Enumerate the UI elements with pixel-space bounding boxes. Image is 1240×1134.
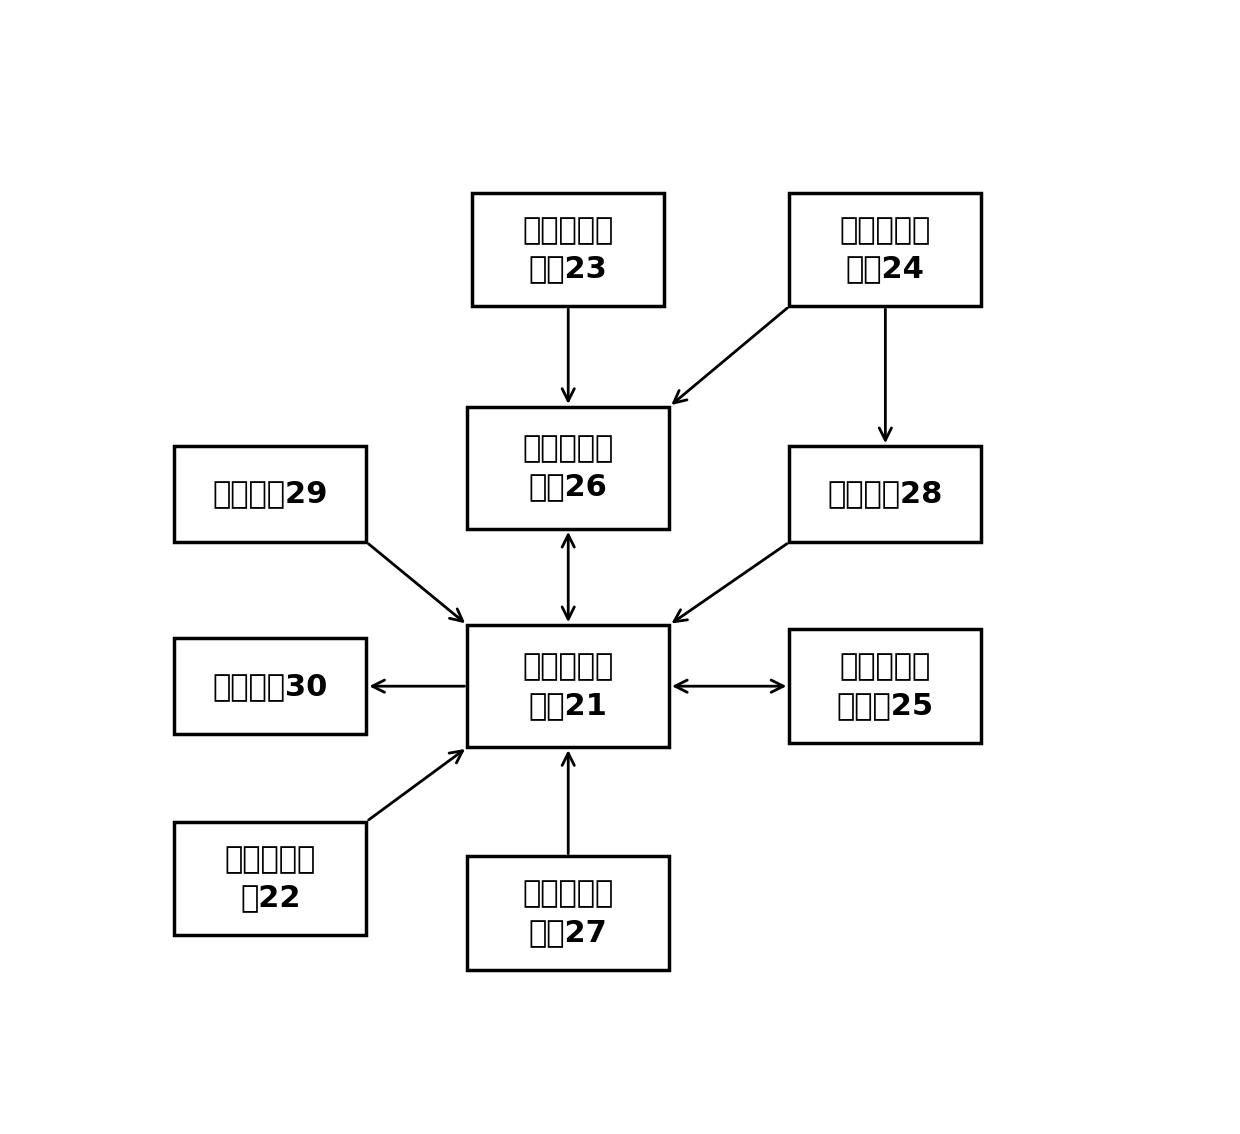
Bar [174,446,367,542]
Text: 开关量采集
模块27: 开关量采集 模块27 [522,880,614,947]
Text: 换相开关本
体22: 换相开关本 体22 [224,845,316,912]
Text: 时钟芯片29: 时钟芯片29 [212,480,329,508]
Text: 保护及计量
模块26: 保护及计量 模块26 [522,434,614,501]
Bar [789,446,982,542]
Text: 存储芯片30: 存储芯片30 [212,671,329,701]
Text: 第二电压互
感器24: 第二电压互 感器24 [839,215,931,284]
Bar [789,193,982,306]
Bar [467,407,670,528]
Bar [174,821,367,936]
Text: 第二电流互
感器23: 第二电流互 感器23 [522,215,614,284]
Bar [467,625,670,747]
Text: 第二无线通
讯模块25: 第二无线通 讯模块25 [837,652,934,720]
Bar [467,856,670,970]
Bar [174,638,367,734]
Bar [789,629,982,743]
Text: 第二中央处
理器21: 第二中央处 理器21 [522,652,614,720]
Text: 电源模块28: 电源模块28 [827,480,944,508]
Bar [472,193,665,306]
